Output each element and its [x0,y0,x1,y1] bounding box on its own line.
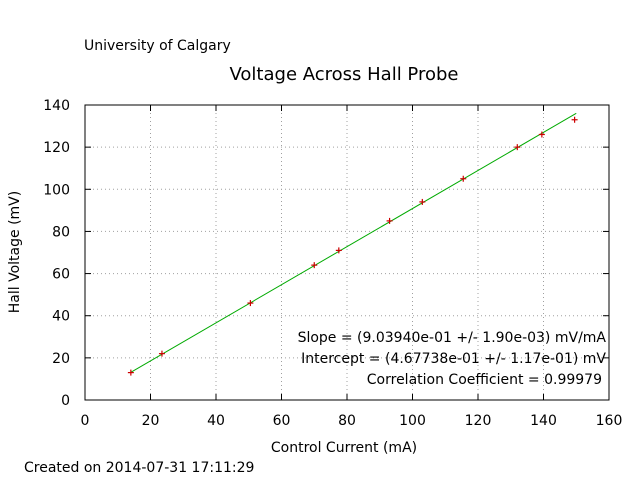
y-tick-label: 20 [52,351,70,367]
y-tick-label: 140 [43,98,70,114]
x-tick-label: 60 [273,413,291,429]
chart-title: Voltage Across Hall Probe [230,64,459,85]
slope-annotation: Slope = (9.03940e-01 +/- 1.90e-03) mV/mA [298,330,607,346]
data-point [335,247,342,254]
data-point [311,262,318,269]
created-timestamp: Created on 2014-07-31 17:11:29 [24,460,254,476]
data-point [514,144,521,151]
data-point [127,369,134,376]
institution-label: University of Calgary [84,38,231,54]
y-tick-label: 40 [52,309,70,325]
x-tick-label: 20 [142,413,160,429]
x-tick-label: 120 [465,413,492,429]
x-tick-label: 160 [596,413,623,429]
y-tick-label: 0 [61,393,70,409]
x-tick-label: 140 [530,413,557,429]
x-tick-label: 80 [338,413,356,429]
x-tick-label: 100 [399,413,426,429]
data-points [127,116,578,376]
axis-ticks: 0 20 40 60 80 100 120 140 160 0 20 40 60 80 100 120 140 [43,98,622,429]
y-tick-label: 100 [43,182,70,198]
x-tick-label: 0 [81,413,90,429]
data-point [247,300,254,307]
y-axis-label: Hall Voltage (mV) [7,191,23,313]
x-axis-label: Control Current (mA) [271,440,417,456]
data-point [386,217,393,224]
correlation-annotation: Correlation Coefficient = 0.99979 [367,372,602,388]
y-tick-label: 120 [43,140,70,156]
y-tick-label: 60 [52,267,70,283]
fit-line-group [130,112,577,373]
intercept-annotation: Intercept = (4.67738e-01 +/- 1.17e-01) m… [301,351,606,367]
x-tick-label: 40 [207,413,225,429]
y-tick-label: 80 [52,224,70,240]
data-point [571,116,578,123]
fit-line [130,112,577,373]
data-point [419,198,426,205]
data-point [460,175,467,182]
data-point [538,131,545,138]
data-point [158,350,165,357]
grid-lines [85,105,609,400]
